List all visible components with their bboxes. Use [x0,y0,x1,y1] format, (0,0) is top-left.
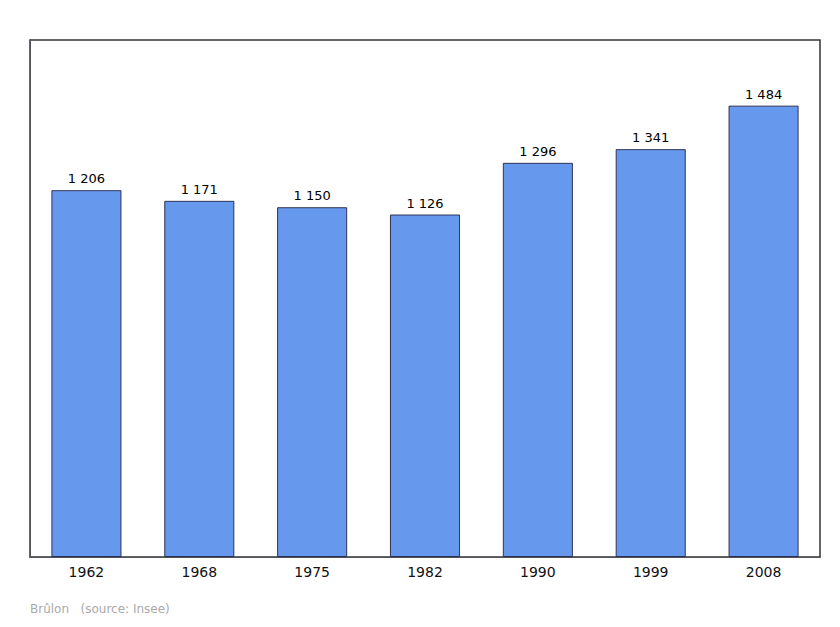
svg-text:2008: 2008 [746,564,782,580]
svg-text:1 296: 1 296 [519,144,556,159]
svg-text:1999: 1999 [633,564,669,580]
svg-text:1962: 1962 [69,564,105,580]
svg-text:1 484: 1 484 [745,87,782,102]
svg-text:1 341: 1 341 [632,130,669,145]
svg-text:1990: 1990 [520,564,556,580]
svg-text:1968: 1968 [181,564,217,580]
svg-text:Brûlon (source: Insee): Brûlon (source: Insee) [30,602,170,616]
svg-text:1 206: 1 206 [68,171,105,186]
svg-text:1 150: 1 150 [294,188,331,203]
svg-text:1975: 1975 [294,564,330,580]
svg-text:1 126: 1 126 [406,196,443,211]
svg-text:1982: 1982 [407,564,443,580]
svg-text:1 171: 1 171 [181,182,218,197]
